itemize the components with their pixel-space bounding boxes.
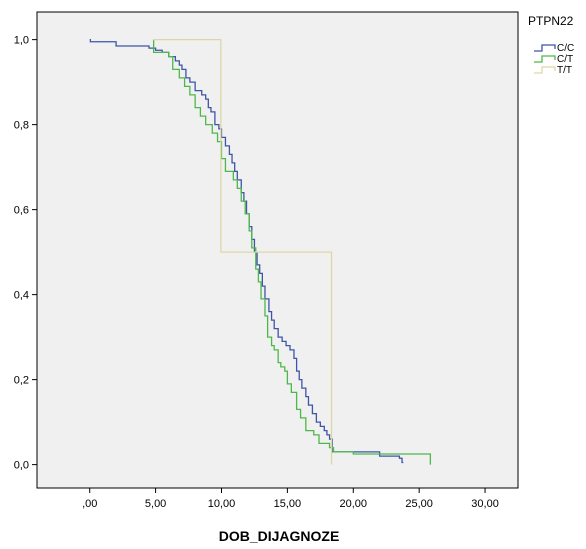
plot-area bbox=[36, 11, 519, 489]
y-tick-label: 0,6 bbox=[14, 205, 29, 217]
x-tick-label: 30,00 bbox=[471, 498, 499, 510]
legend-label-t-t: T/T bbox=[557, 65, 572, 76]
x-tick-label: 20,00 bbox=[340, 498, 368, 510]
y-axis: 0,0 0,2 0,4 0,6 0,8 1,0 bbox=[14, 35, 37, 472]
x-tick-label: ,00 bbox=[82, 498, 97, 510]
series-line-t-t bbox=[152, 38, 333, 465]
x-axis-title: DOB_DIJAGNOZE bbox=[219, 528, 340, 544]
x-axis: ,00 5,00 10,00 15,00 20,00 25,00 30,00 bbox=[82, 488, 499, 510]
legend-label-c-t: C/T bbox=[557, 54, 573, 65]
legend-title: PTPN22 bbox=[528, 14, 574, 28]
x-tick-label: 10,00 bbox=[208, 498, 236, 510]
legend-label-c-c: C/C bbox=[557, 43, 574, 54]
legend-swatch-t-t bbox=[534, 66, 556, 74]
x-tick-label: 25,00 bbox=[405, 498, 433, 510]
y-tick-label: 0,4 bbox=[14, 290, 29, 302]
y-tick-label: 1,0 bbox=[14, 35, 29, 47]
legend: C/CC/TT/T bbox=[534, 43, 574, 76]
legend-swatch-c-c bbox=[534, 44, 556, 52]
x-tick-label: 5,00 bbox=[145, 498, 166, 510]
y-tick-label: 0,8 bbox=[14, 120, 29, 132]
x-tick-label: 15,00 bbox=[274, 498, 302, 510]
y-tick-label: 0,2 bbox=[14, 375, 29, 387]
series-layer bbox=[89, 38, 432, 465]
series-line-c-t bbox=[152, 38, 432, 465]
y-tick-label: 0,0 bbox=[14, 460, 29, 472]
legend-swatch-c-t bbox=[534, 55, 556, 63]
